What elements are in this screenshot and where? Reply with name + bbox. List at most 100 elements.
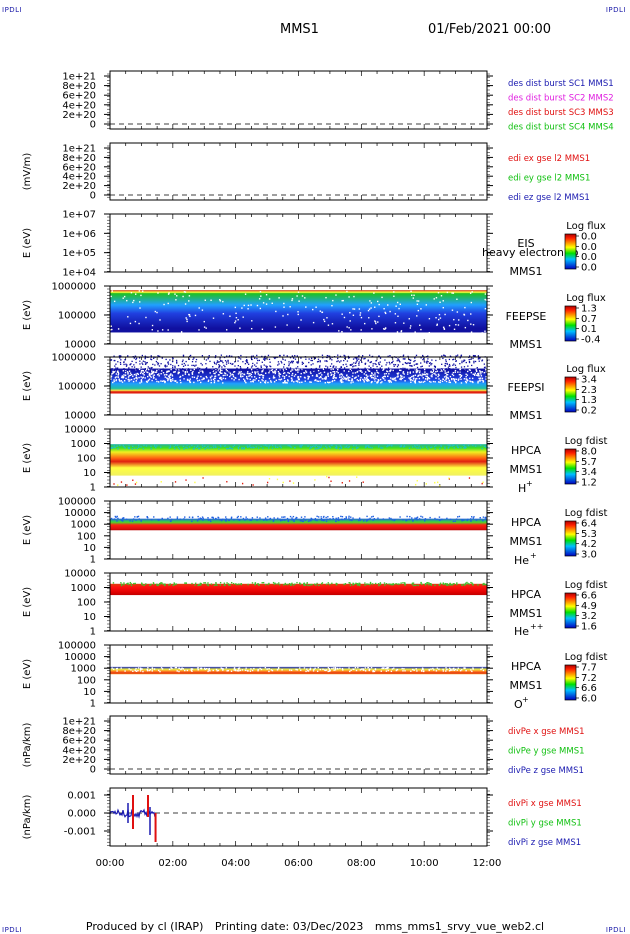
spectrogram-speck [278, 378, 280, 381]
spectrogram-speck [188, 446, 191, 448]
spectrogram-speck [272, 375, 275, 377]
spectrogram-speck [264, 359, 266, 361]
spectrogram-speck [310, 359, 312, 362]
spectrogram-speck [222, 668, 224, 670]
spectrogram-speck [292, 482, 295, 484]
spectrogram-speck [268, 372, 270, 374]
spectrogram-speck [474, 355, 476, 357]
spectrogram-speck [389, 363, 391, 365]
spectrogram-speck [456, 298, 458, 300]
spectrogram-speck [332, 515, 334, 518]
spectrogram-speck [183, 378, 185, 380]
spectrogram-speck [401, 375, 403, 377]
panel-frame [109, 285, 488, 345]
spectrogram-speck [176, 670, 178, 672]
spectrogram-speck [142, 363, 144, 365]
spectrogram-speck [244, 363, 247, 365]
spectrogram-speck [393, 363, 395, 366]
spectrogram-speck [414, 359, 416, 362]
spectrogram-speck [344, 355, 346, 357]
spectrogram-speck [122, 520, 124, 522]
spectrogram-speck [383, 667, 385, 669]
spectrogram-speck [161, 380, 164, 382]
spectrogram-speck [151, 372, 153, 375]
spectrogram-speck [131, 366, 133, 368]
spectrogram-speck [390, 445, 393, 447]
spectrogram-speck [174, 365, 176, 367]
spectrogram-speck [121, 583, 123, 586]
spectrogram-speck [110, 447, 112, 449]
xtick-label: 00:00 [96, 858, 125, 869]
ytick-label: 100000 [58, 641, 96, 652]
spectrogram-speck [316, 380, 318, 382]
spectrogram-speck [129, 372, 132, 374]
spectrogram-speck [427, 377, 430, 379]
spectrogram-speck [263, 357, 266, 359]
spectrogram-speck [230, 670, 233, 672]
spectrogram-speck [291, 517, 293, 519]
spectrogram-speck [424, 378, 427, 380]
spectrogram-speck [348, 667, 350, 669]
spectrogram-speck [153, 371, 155, 374]
spectrogram-speck [161, 668, 164, 670]
spectrogram-speck [138, 368, 141, 371]
spectrogram-speck [465, 582, 467, 584]
spectrogram-speck [258, 584, 260, 586]
spectrogram-speck [245, 360, 247, 362]
spectrogram-speck [463, 314, 466, 316]
spectrogram-speck [115, 367, 117, 369]
spectrogram-speck [177, 364, 180, 367]
spectrogram-speck [283, 381, 286, 383]
spectrogram-speck [150, 358, 153, 361]
spectrogram-speck [330, 374, 332, 377]
spectrogram-speck [312, 308, 314, 311]
spectrogram-speck [478, 372, 480, 375]
spectrogram-speck [400, 330, 402, 333]
spectrogram-speck [173, 371, 176, 373]
spectrogram-speck [268, 369, 270, 372]
colorbar-tick-label: 0.0 [581, 232, 597, 243]
spectrogram-speck [195, 361, 197, 363]
spectrogram-speck [331, 380, 334, 382]
spectrogram-speck [415, 354, 418, 357]
spectrogram-speck [482, 520, 484, 522]
spectrogram-speck [274, 372, 276, 375]
spectrogram-speck [378, 355, 380, 357]
spectrogram-speck [164, 381, 166, 384]
spectrogram-speck [269, 444, 271, 446]
spectrogram-speck [406, 373, 409, 375]
spectrogram-speck [416, 519, 418, 521]
spectrogram-speck [413, 364, 416, 366]
spectrogram-speck [205, 367, 208, 369]
spectrogram-speck [403, 445, 405, 447]
spectrogram-speck [400, 378, 402, 381]
spectrogram-speck [377, 300, 379, 303]
spectrogram-speck [368, 365, 370, 367]
spectrogram-speck [196, 377, 199, 379]
spectrogram-speck [250, 373, 253, 376]
spectrogram-speck [335, 445, 337, 447]
spectrogram-speck [467, 365, 469, 367]
spectrogram-speck [429, 516, 431, 519]
spectrogram-speck [460, 669, 463, 671]
charge-label: ++ [530, 622, 543, 631]
spectrogram-speck [339, 376, 341, 379]
spectrogram-speck [402, 368, 404, 370]
spectrogram-speck [474, 355, 476, 358]
spectrogram-speck [414, 370, 416, 372]
spectrogram-speck [420, 581, 422, 584]
spectrogram-speck [397, 372, 400, 374]
spectrogram-speck [118, 355, 121, 357]
spectrogram-speck [470, 301, 473, 304]
spectrogram-speck [114, 359, 116, 362]
spectrogram-speck [121, 381, 124, 383]
spectrogram-speck [446, 291, 449, 294]
spectrogram-speck [314, 448, 316, 450]
spectrogram-speck [253, 376, 256, 378]
spectrogram-speck [355, 362, 357, 364]
spectrogram-speck [178, 369, 180, 371]
spectrogram-speck [472, 517, 475, 519]
spectrogram-speck [157, 362, 160, 364]
spectrogram-speck [434, 381, 436, 383]
spectrogram-speck [363, 379, 365, 382]
